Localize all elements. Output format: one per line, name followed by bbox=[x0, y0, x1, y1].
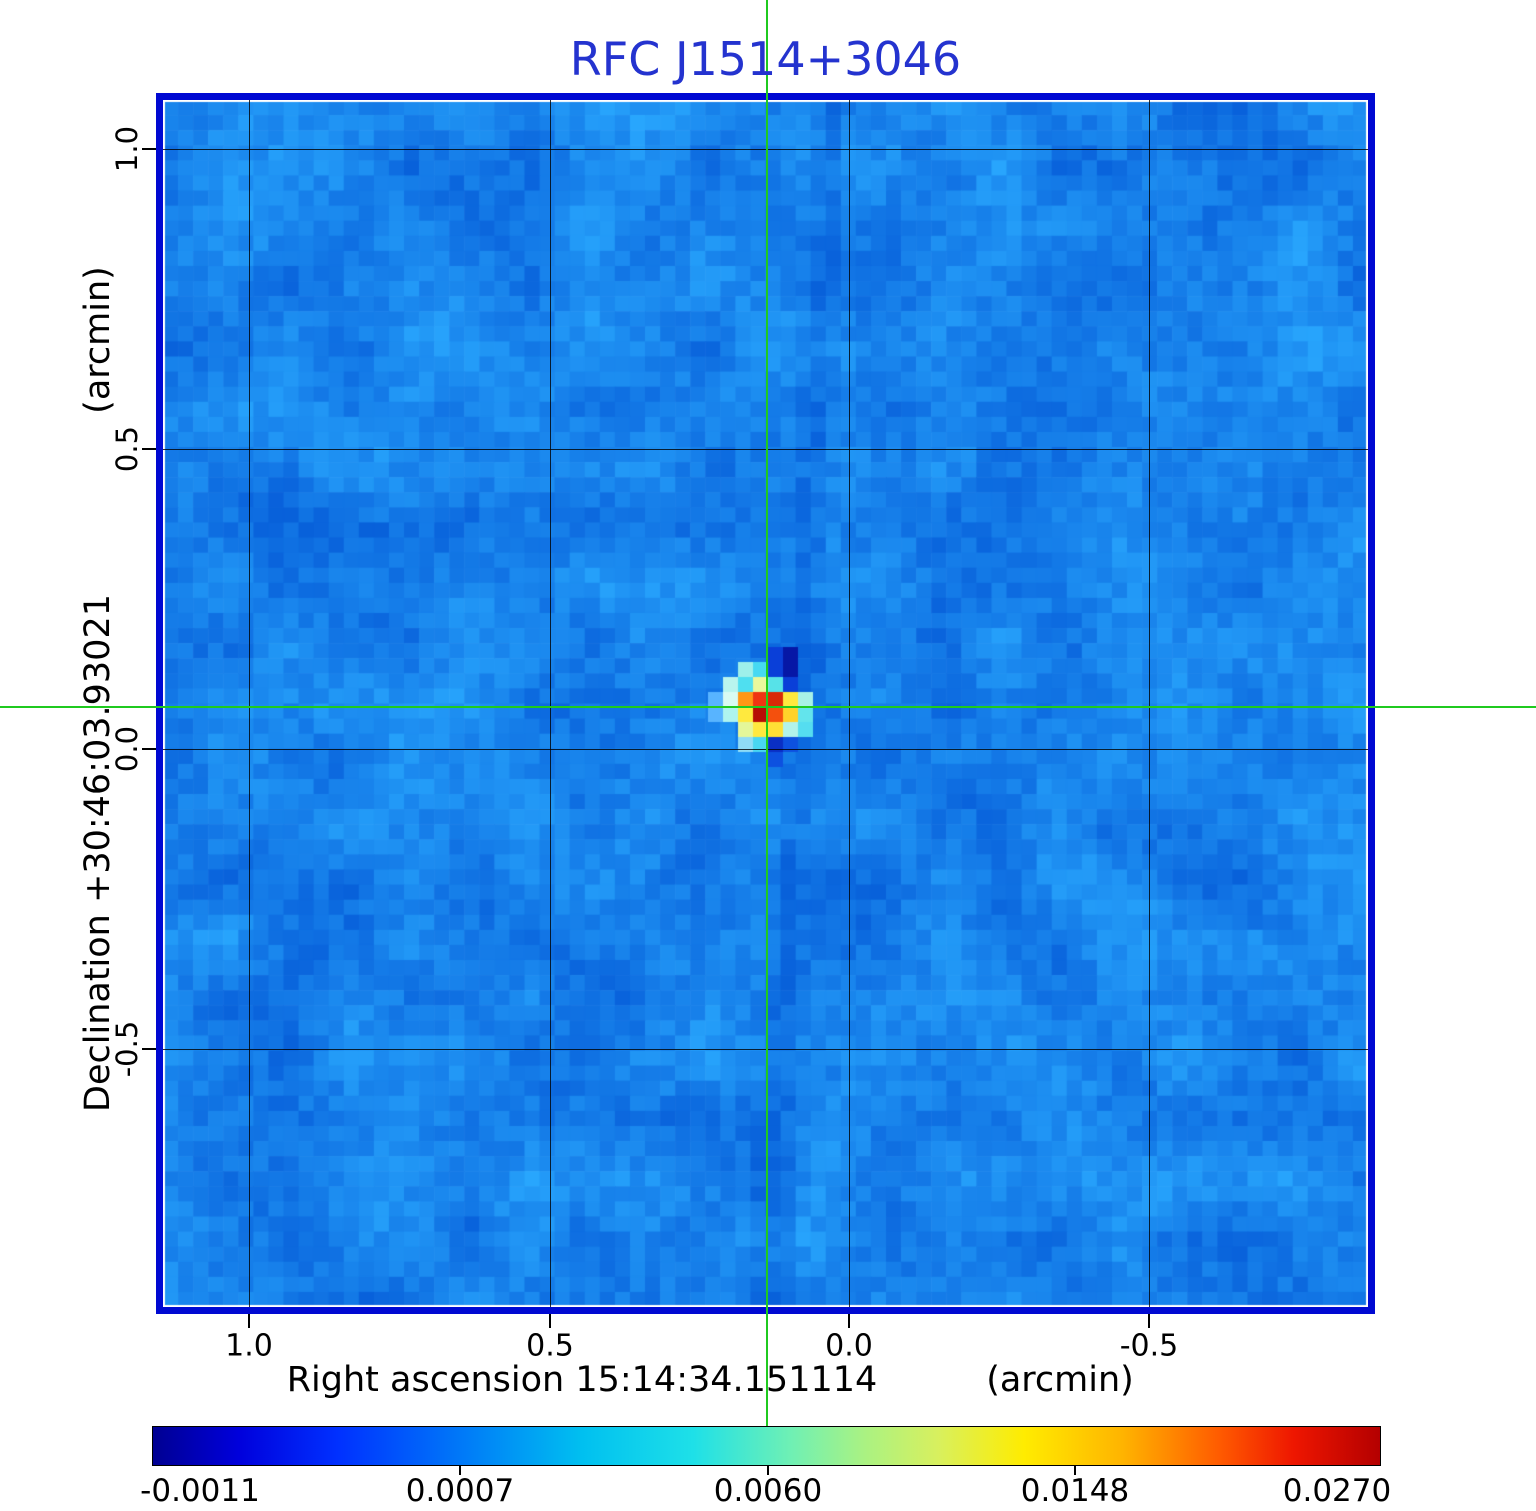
grid-line-horizontal bbox=[163, 1049, 1368, 1050]
grid-line-horizontal bbox=[163, 149, 1368, 150]
grid-line-vertical bbox=[1149, 100, 1150, 1307]
colorbar-tick-mark bbox=[1074, 1466, 1076, 1475]
x-axis-unit-label: (arcmin) bbox=[986, 1360, 1134, 1400]
x-tick-label: -0.5 bbox=[1119, 1328, 1179, 1364]
colorbar-tick-label: 0.0270 bbox=[1282, 1473, 1392, 1509]
grid-line-horizontal bbox=[163, 449, 1368, 450]
y-axis-tick-mark bbox=[142, 148, 156, 150]
colorbar-tick-mark bbox=[767, 1466, 769, 1475]
colorbar-tick-label: 0.0007 bbox=[405, 1473, 515, 1509]
crosshair-horizontal-line bbox=[0, 706, 1536, 708]
x-tick-label: 1.0 bbox=[225, 1328, 273, 1364]
y-axis-unit-label: (arcmin) bbox=[78, 266, 118, 414]
x-axis-tick-mark bbox=[248, 1314, 250, 1328]
x-axis-tick-mark bbox=[1148, 1314, 1150, 1328]
colorbar-tick-label: 0.0148 bbox=[1020, 1473, 1130, 1509]
image-canvas bbox=[163, 100, 1368, 1307]
grid-line-vertical bbox=[249, 100, 250, 1307]
y-axis-tick-mark bbox=[142, 448, 156, 450]
y-tick-label: 0.5 bbox=[110, 425, 144, 473]
plot-title: RFC J1514+3046 bbox=[569, 32, 962, 86]
x-axis-name-label: Right ascension 15:14:34.151114 bbox=[286, 1360, 878, 1400]
grid-line-vertical bbox=[849, 100, 850, 1307]
y-axis-tick-mark bbox=[142, 748, 156, 750]
colorbar-tick-label: -0.0011 bbox=[140, 1473, 260, 1509]
colorbar bbox=[152, 1426, 1381, 1466]
y-axis-name-label: Declination +30:46:03.93021 bbox=[78, 594, 118, 1112]
plot-frame bbox=[156, 93, 1375, 1314]
crosshair-vertical-line bbox=[766, 0, 768, 1426]
x-axis-tick-mark bbox=[848, 1314, 850, 1328]
x-tick-label: 0.0 bbox=[825, 1328, 873, 1364]
grid-line-horizontal bbox=[163, 749, 1368, 750]
x-axis-tick-mark bbox=[549, 1314, 551, 1328]
x-tick-label: 0.5 bbox=[526, 1328, 574, 1364]
grid-line-vertical bbox=[550, 100, 551, 1307]
colorbar-tick-label: 0.0060 bbox=[713, 1473, 823, 1509]
y-axis-tick-mark bbox=[142, 1048, 156, 1050]
y-tick-label: 1.0 bbox=[110, 125, 144, 173]
colorbar-tick-mark bbox=[459, 1466, 461, 1475]
